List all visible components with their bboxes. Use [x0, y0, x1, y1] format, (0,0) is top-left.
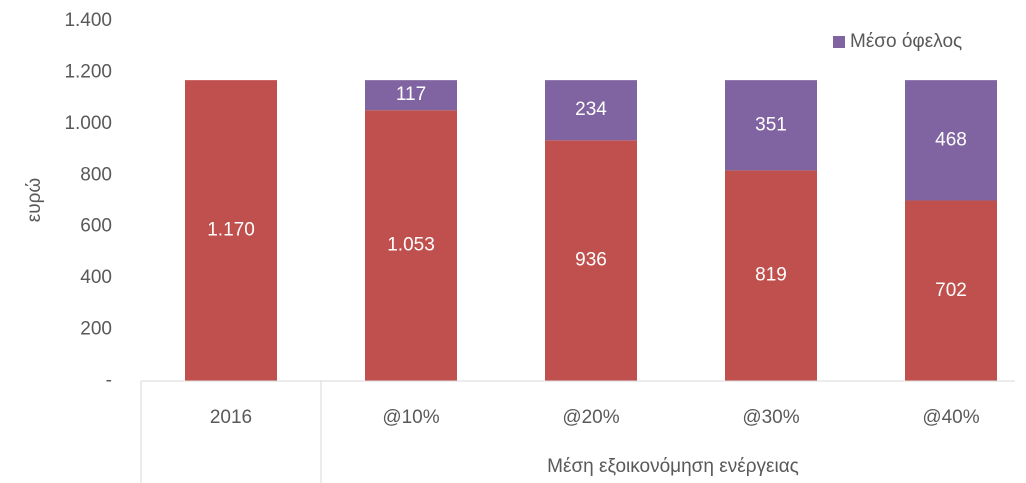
data-label: 468 [935, 129, 967, 150]
bar-segment [365, 110, 457, 381]
bar-segment [185, 80, 277, 382]
x-tick-label: @10% [382, 407, 439, 428]
y-tick-label: 400 [80, 267, 112, 288]
x-tick-label: @30% [742, 407, 799, 428]
category-group-label: Μέση εξοικονόμηση ενέργειας [547, 456, 799, 477]
data-label: 702 [935, 280, 967, 301]
bar-segment [905, 200, 997, 381]
y-tick-label: 200 [80, 319, 112, 340]
data-label: 819 [755, 265, 787, 286]
data-label: 1.170 [207, 220, 255, 241]
data-label: 936 [575, 250, 607, 271]
legend-label: Μέσο όφελος [850, 31, 962, 52]
bar-segment [365, 80, 457, 111]
data-label: 351 [755, 114, 787, 135]
y-tick-label: 1.200 [64, 61, 112, 82]
y-tick-label: 800 [80, 164, 112, 185]
bar-segment [905, 80, 997, 201]
y-axis-label: ευρώ [24, 178, 45, 223]
x-tick-label: 2016 [210, 407, 252, 428]
y-tick-label: - [106, 370, 112, 391]
y-tick-label: 1.000 [64, 113, 112, 134]
x-tick-label: @20% [562, 407, 619, 428]
data-label: 117 [396, 84, 426, 105]
data-label: 1.053 [387, 235, 435, 256]
bar-segment [545, 80, 637, 141]
bar-segment [725, 80, 817, 171]
bar-segment [725, 170, 817, 381]
x-tick-label: @40% [922, 407, 979, 428]
data-label: 234 [575, 99, 607, 120]
bar-segment [545, 140, 637, 381]
legend-swatch [833, 36, 845, 48]
y-tick-label: 600 [80, 216, 112, 237]
y-tick-label: 1.400 [64, 10, 112, 31]
